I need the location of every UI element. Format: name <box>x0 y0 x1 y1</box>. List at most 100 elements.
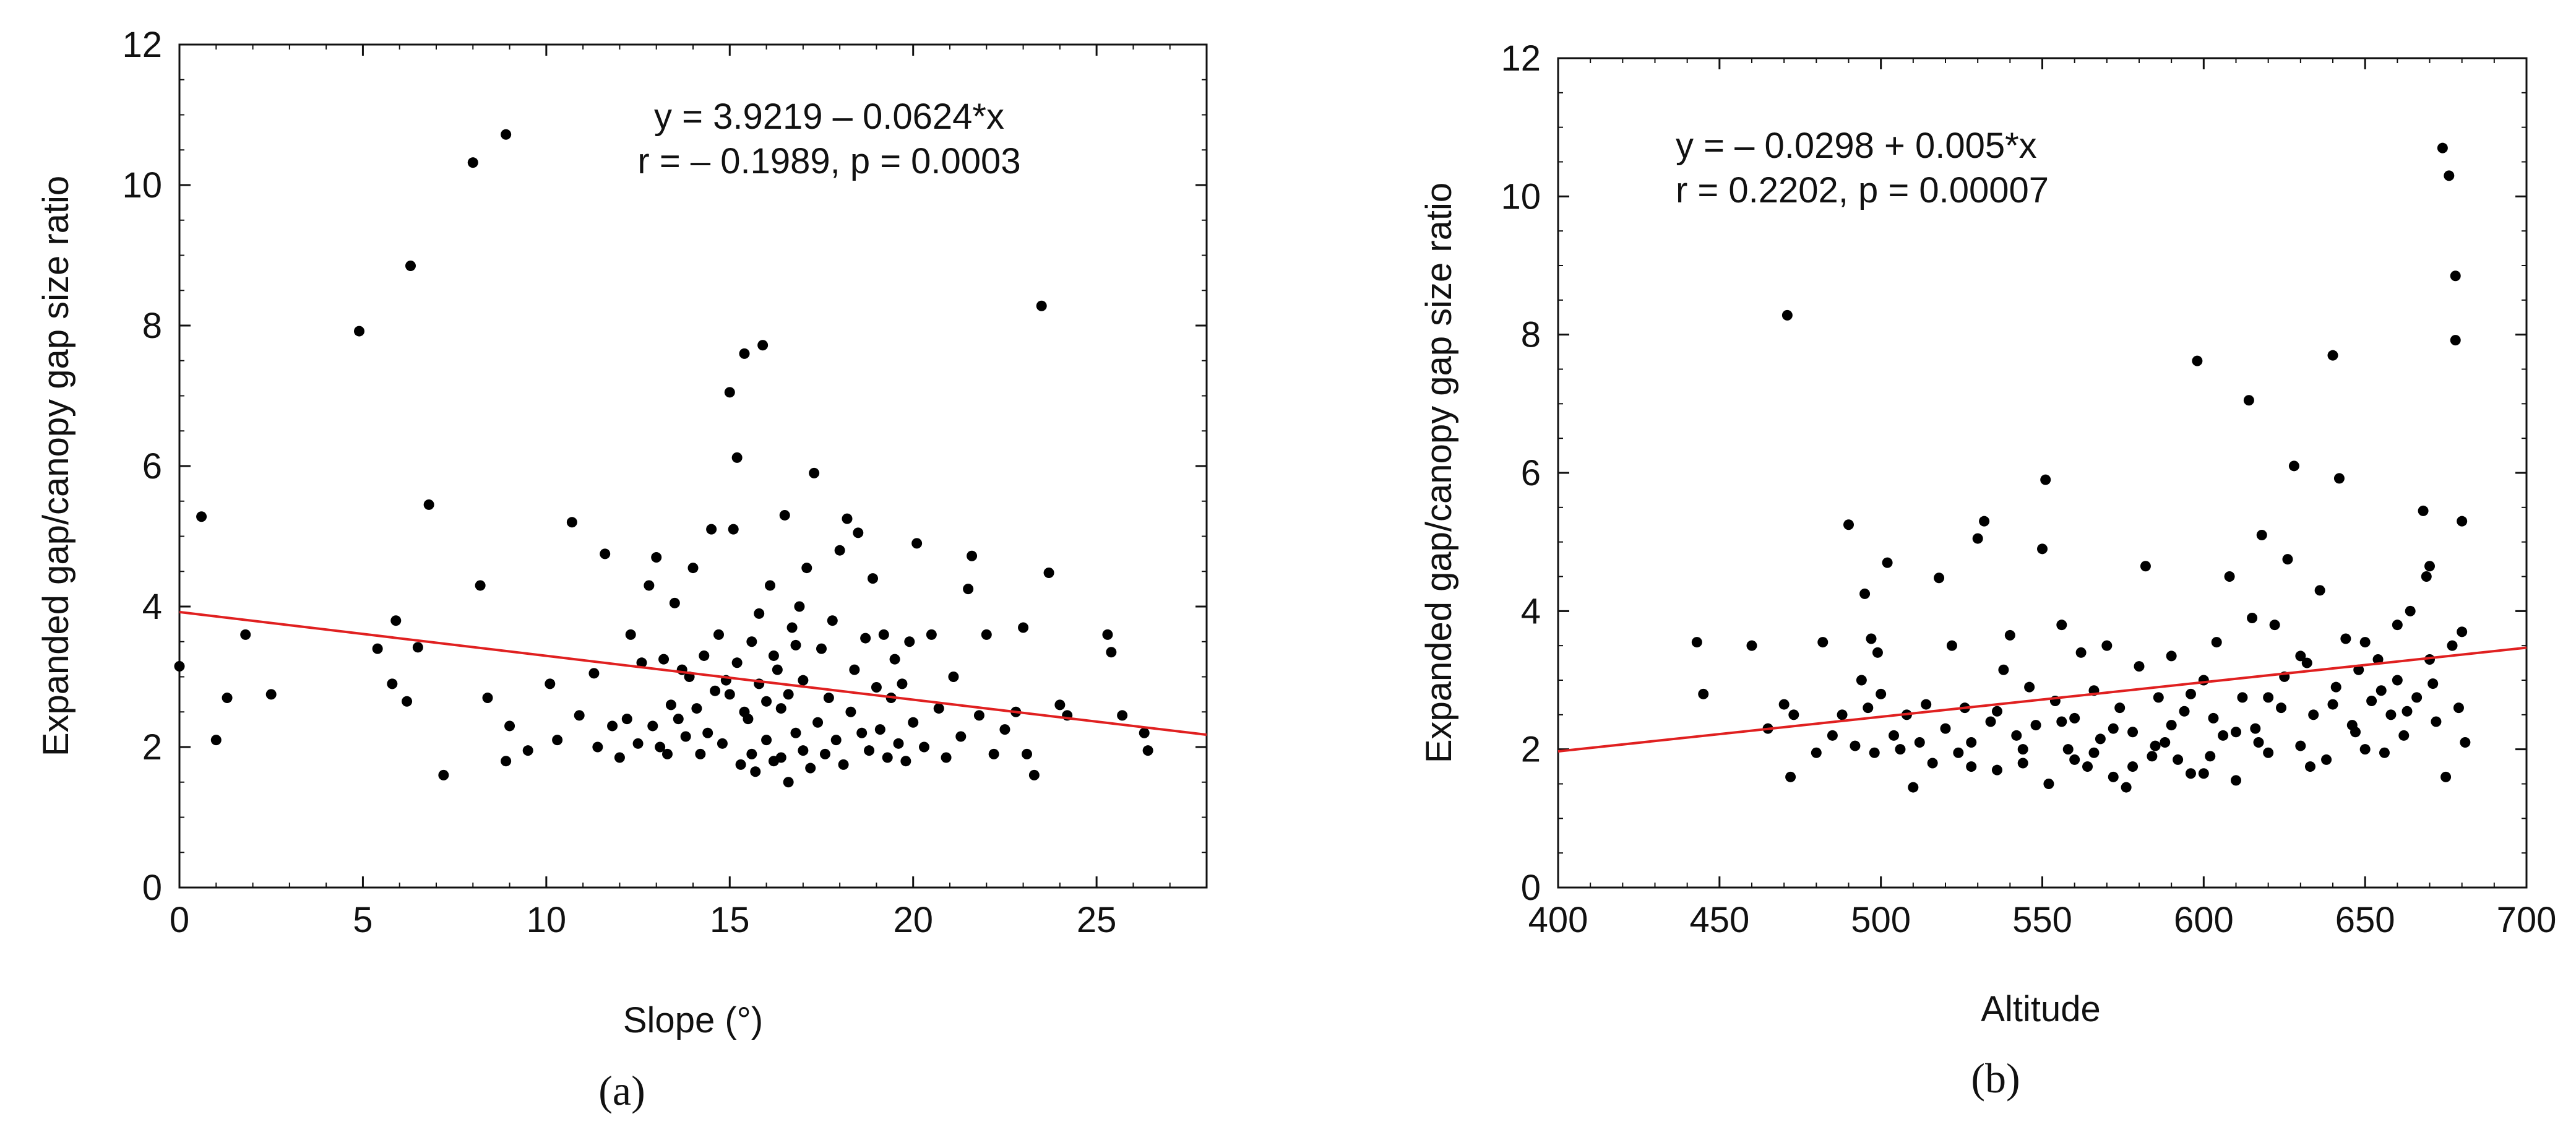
data-point <box>475 580 486 591</box>
data-point <box>2160 737 2171 748</box>
data-point <box>897 678 908 689</box>
data-point <box>860 633 871 644</box>
data-point <box>819 748 830 759</box>
data-point <box>735 759 746 770</box>
data-point <box>210 735 222 746</box>
data-point <box>809 467 820 478</box>
data-point <box>1914 737 1925 748</box>
data-point <box>801 563 812 574</box>
data-point <box>588 668 600 679</box>
data-point <box>2431 716 2442 727</box>
data-point <box>2440 771 2452 782</box>
y-tick-label: 4 <box>142 587 162 627</box>
data-point <box>669 597 680 608</box>
panel-label-b: (b) <box>1971 1055 2020 1102</box>
data-point <box>1817 637 1829 648</box>
chart-panel-b: 400 450 500 550 600 650 700 0 2 4 6 8 10 12 y = – 0.0… <box>1419 38 2556 1102</box>
data-point <box>1691 637 1702 648</box>
data-point <box>948 672 959 682</box>
data-point <box>882 752 893 763</box>
data-point <box>706 524 717 535</box>
data-point <box>673 714 684 725</box>
data-point <box>592 741 603 753</box>
x-axis-label-b: Altitude <box>1981 989 2100 1029</box>
x-tick-label: 20 <box>893 900 933 940</box>
data-point <box>2004 629 2015 641</box>
data-point <box>1985 716 1996 727</box>
data-point <box>1934 572 1945 584</box>
axis-ticks-a: 0 5 10 15 20 25 0 2 4 6 8 10 12 <box>122 25 1207 940</box>
x-tick-label: 650 <box>2335 900 2395 940</box>
data-point <box>845 706 856 717</box>
data-point <box>731 657 743 668</box>
data-point <box>739 348 750 359</box>
data-point <box>2043 779 2054 789</box>
data-point <box>504 720 515 732</box>
data-point <box>1972 533 1983 544</box>
data-point <box>405 261 416 272</box>
data-point <box>1788 709 1799 720</box>
data-point <box>816 643 827 654</box>
data-point <box>1946 640 1957 651</box>
x-tick-label: 500 <box>1851 900 1911 940</box>
data-point <box>691 703 702 714</box>
data-point <box>2011 730 2022 741</box>
data-point <box>2321 754 2332 765</box>
y-tick-label: 0 <box>142 868 162 908</box>
data-point <box>2340 633 2351 644</box>
data-point <box>632 738 644 749</box>
data-point <box>2101 640 2113 651</box>
y-tick-label: 2 <box>142 727 162 767</box>
data-point <box>1746 640 1757 651</box>
data-point <box>967 550 978 561</box>
data-point <box>2218 730 2229 741</box>
x-tick-label: 10 <box>527 900 567 940</box>
data-point <box>772 664 783 675</box>
data-point <box>893 738 904 749</box>
data-point <box>856 727 868 738</box>
data-point <box>522 745 533 756</box>
data-point <box>1043 568 1054 579</box>
data-point <box>955 731 967 742</box>
data-point <box>265 689 277 700</box>
data-point <box>746 748 757 759</box>
data-point <box>387 678 398 689</box>
y-tick-label: 12 <box>1501 38 1541 79</box>
data-point <box>2056 620 2067 631</box>
data-point <box>1966 737 1977 748</box>
data-point <box>2295 740 2306 751</box>
data-point <box>1895 744 1906 755</box>
data-point <box>933 703 944 714</box>
data-point <box>644 580 655 591</box>
data-point <box>2127 727 2139 738</box>
data-point <box>746 636 757 647</box>
data-point <box>600 548 611 560</box>
data-point <box>702 727 713 738</box>
data-point <box>911 538 923 549</box>
data-point <box>731 452 743 463</box>
data-point <box>2333 473 2345 484</box>
data-point <box>908 717 919 728</box>
data-point <box>1889 730 1900 741</box>
data-point <box>1998 664 2009 675</box>
data-point <box>805 763 816 774</box>
data-point <box>926 629 937 640</box>
y-tick-label: 6 <box>142 446 162 486</box>
data-point <box>2166 720 2177 731</box>
data-point <box>834 545 845 556</box>
data-point <box>2304 761 2315 772</box>
y-tick-label: 0 <box>1521 868 1541 908</box>
x-tick-label: 600 <box>2174 900 2234 940</box>
data-point <box>1872 647 1883 658</box>
equation-text-b: y = – 0.0298 + 0.005*x <box>1676 126 2037 166</box>
data-point <box>2179 706 2190 717</box>
data-point <box>919 741 929 753</box>
data-point <box>1054 699 1066 711</box>
data-point <box>739 706 750 717</box>
data-point <box>2457 516 2468 527</box>
data-point <box>1142 745 1153 756</box>
data-point <box>2301 657 2312 668</box>
x-tick-label: 25 <box>1077 900 1117 940</box>
data-point <box>621 714 632 725</box>
data-point <box>2224 571 2235 582</box>
